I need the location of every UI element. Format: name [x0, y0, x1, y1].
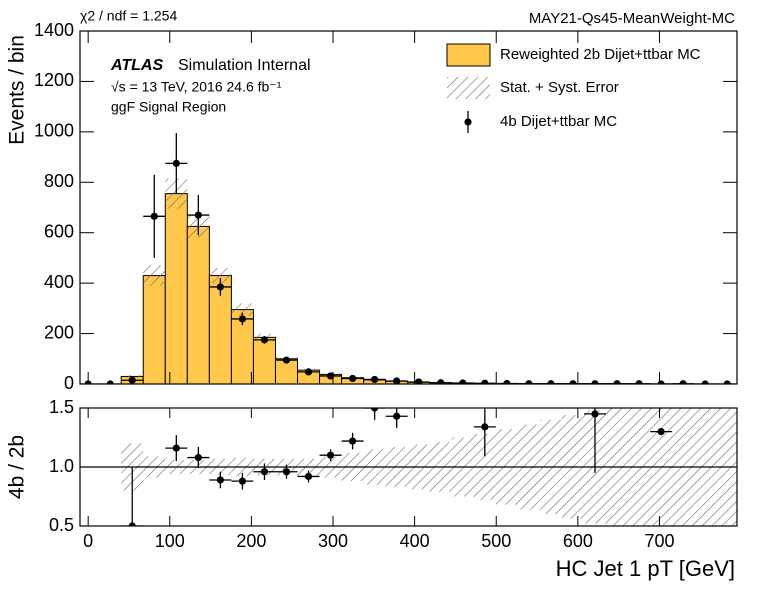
- data-point: [371, 376, 378, 383]
- x-tick-label: 200: [236, 531, 266, 551]
- x-axis-label: HC Jet 1 pT [GeV]: [556, 556, 735, 581]
- data-point: [261, 336, 268, 343]
- data-point: [305, 473, 312, 480]
- y-axis-label: Events / bin: [6, 35, 29, 145]
- mc-bar: [143, 276, 165, 384]
- y-tick-label: 800: [44, 171, 74, 191]
- legend-label: Stat. + Syst. Error: [500, 79, 619, 96]
- data-point: [129, 377, 136, 384]
- data-point: [173, 160, 180, 167]
- data-point: [305, 368, 312, 375]
- data-point: [195, 211, 202, 218]
- legend-label: 4b Dijet+ttbar MC: [500, 113, 617, 130]
- x-tick-label: 600: [563, 531, 593, 551]
- data-point: [349, 437, 356, 444]
- data-point: [261, 468, 268, 475]
- data-point: [657, 428, 664, 435]
- main-plot: [77, 133, 738, 387]
- y-tick-label: 0: [64, 373, 74, 393]
- y-tick-label: 1.0: [49, 456, 74, 476]
- legend-label: Reweighted 2b Dijet+ttbar MC: [500, 46, 701, 63]
- legend-swatch: [447, 77, 490, 99]
- atlas-status: Simulation Internal: [178, 57, 311, 74]
- data-point: [591, 410, 598, 417]
- data-point: [239, 478, 246, 485]
- data-point: [327, 452, 334, 459]
- data-point: [459, 379, 466, 386]
- x-tick-label: 500: [481, 531, 511, 551]
- atlas-label: ATLAS: [110, 57, 163, 74]
- y-tick-label: 1200: [34, 70, 74, 90]
- chi2: χ2 / ndf = 1.254: [80, 8, 177, 24]
- y-tick-label: 1400: [34, 20, 74, 40]
- mc-bar: [187, 226, 209, 384]
- x-tick-label: 0: [83, 531, 93, 551]
- legend-swatch: [464, 118, 471, 125]
- data-point: [393, 413, 400, 420]
- data-point: [217, 283, 224, 290]
- data-point: [481, 380, 488, 387]
- data-point: [239, 315, 246, 322]
- data-point: [151, 213, 158, 220]
- y-tick-label: 1000: [34, 121, 74, 141]
- mc-bar: [253, 337, 275, 384]
- y-tick-label: 0.5: [49, 515, 74, 535]
- legend-swatch: [447, 44, 490, 66]
- y-tick-label: 1.5: [49, 397, 74, 417]
- data-point: [173, 445, 180, 452]
- error-band: [143, 265, 165, 285]
- data-point: [349, 375, 356, 382]
- tag: MAY21-Qs45-MeanWeight-MC: [529, 10, 735, 27]
- region: ggF Signal Region: [111, 99, 226, 115]
- x-tick-label: 100: [155, 531, 185, 551]
- x-tick-label: 700: [644, 531, 674, 551]
- data-point: [283, 356, 290, 363]
- y-tick-label: 200: [44, 322, 74, 342]
- data-point: [437, 379, 444, 386]
- ratio-y-axis-label: 4b / 2b: [6, 435, 29, 499]
- y-tick-label: 400: [44, 272, 74, 292]
- energy: √s = 13 TeV, 2016 24.6 fb⁻¹: [111, 79, 282, 95]
- data-point: [481, 423, 488, 430]
- data-point: [217, 476, 224, 483]
- mc-bar: [165, 194, 187, 384]
- data-point: [283, 468, 290, 475]
- data-point: [195, 454, 202, 461]
- x-tick-label: 400: [400, 531, 430, 551]
- x-tick-label: 300: [318, 531, 348, 551]
- y-tick-label: 600: [44, 221, 74, 241]
